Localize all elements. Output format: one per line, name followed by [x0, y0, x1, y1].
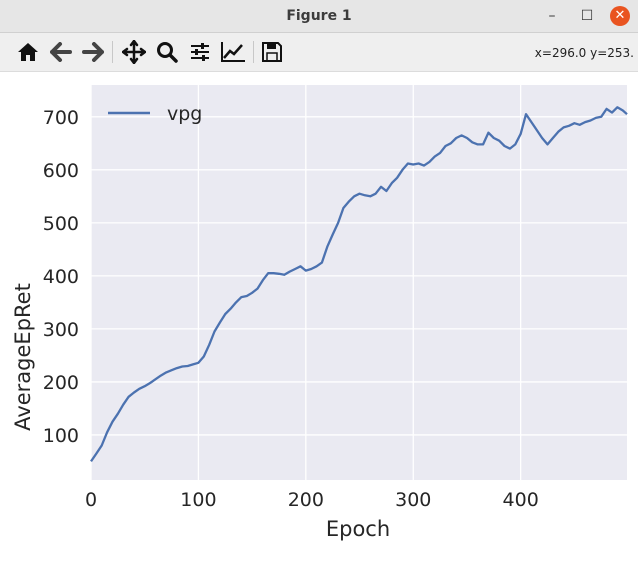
window-title: Figure 1	[286, 8, 352, 24]
toolbar-separator	[112, 41, 113, 63]
toolbar: x=296.0 y=253.	[0, 33, 638, 72]
x-tick-label: 400	[503, 489, 539, 511]
plot-background	[91, 85, 627, 480]
minimize-icon[interactable]: –	[548, 8, 556, 24]
y-tick-label: 700	[43, 107, 79, 129]
zoom-icon[interactable]	[153, 38, 181, 66]
y-tick-label: 400	[43, 266, 79, 288]
series-layer	[90, 106, 628, 463]
grid-lines	[90, 85, 627, 480]
maximize-icon[interactable]: ☐	[580, 8, 594, 24]
y-tick-label: 300	[43, 319, 79, 341]
x-tick-label: 0	[85, 489, 97, 511]
line-chart: 0 100 200 300 400 100 200 300 400 500 600 700 Epoc…	[11, 85, 628, 541]
cursor-coordinates: x=296.0 y=253.	[534, 46, 634, 60]
y-tick-labels: 100 200 300 400 500 600 700	[43, 107, 79, 447]
forward-icon[interactable]	[79, 38, 107, 66]
back-icon[interactable]	[47, 38, 75, 66]
edit-axis-icon[interactable]	[219, 38, 247, 66]
y-axis-label: AverageEpRet	[11, 283, 35, 431]
x-axis-label: Epoch	[326, 517, 390, 541]
close-icon[interactable]: ✕	[610, 6, 630, 26]
y-tick-label: 100	[43, 425, 79, 447]
x-tick-label: 300	[395, 489, 431, 511]
series-line-vpg	[90, 106, 628, 463]
legend: vpg	[108, 103, 202, 125]
toolbar-separator	[253, 41, 254, 63]
home-icon[interactable]	[14, 38, 42, 66]
save-icon[interactable]	[258, 38, 286, 66]
legend-label: vpg	[167, 103, 202, 125]
y-tick-label: 500	[43, 213, 79, 235]
x-tick-labels: 0 100 200 300 400	[85, 489, 539, 511]
pan-icon[interactable]	[120, 38, 148, 66]
title-bar: Figure 1 – ☐ ✕	[0, 0, 638, 33]
y-tick-label: 200	[43, 372, 79, 394]
x-tick-label: 200	[288, 489, 324, 511]
x-tick-label: 100	[180, 489, 216, 511]
figure-canvas[interactable]: 0 100 200 300 400 100 200 300 400 500 600 700 Epoc…	[0, 72, 638, 558]
configure-icon[interactable]	[186, 38, 214, 66]
y-tick-label: 600	[43, 160, 79, 182]
